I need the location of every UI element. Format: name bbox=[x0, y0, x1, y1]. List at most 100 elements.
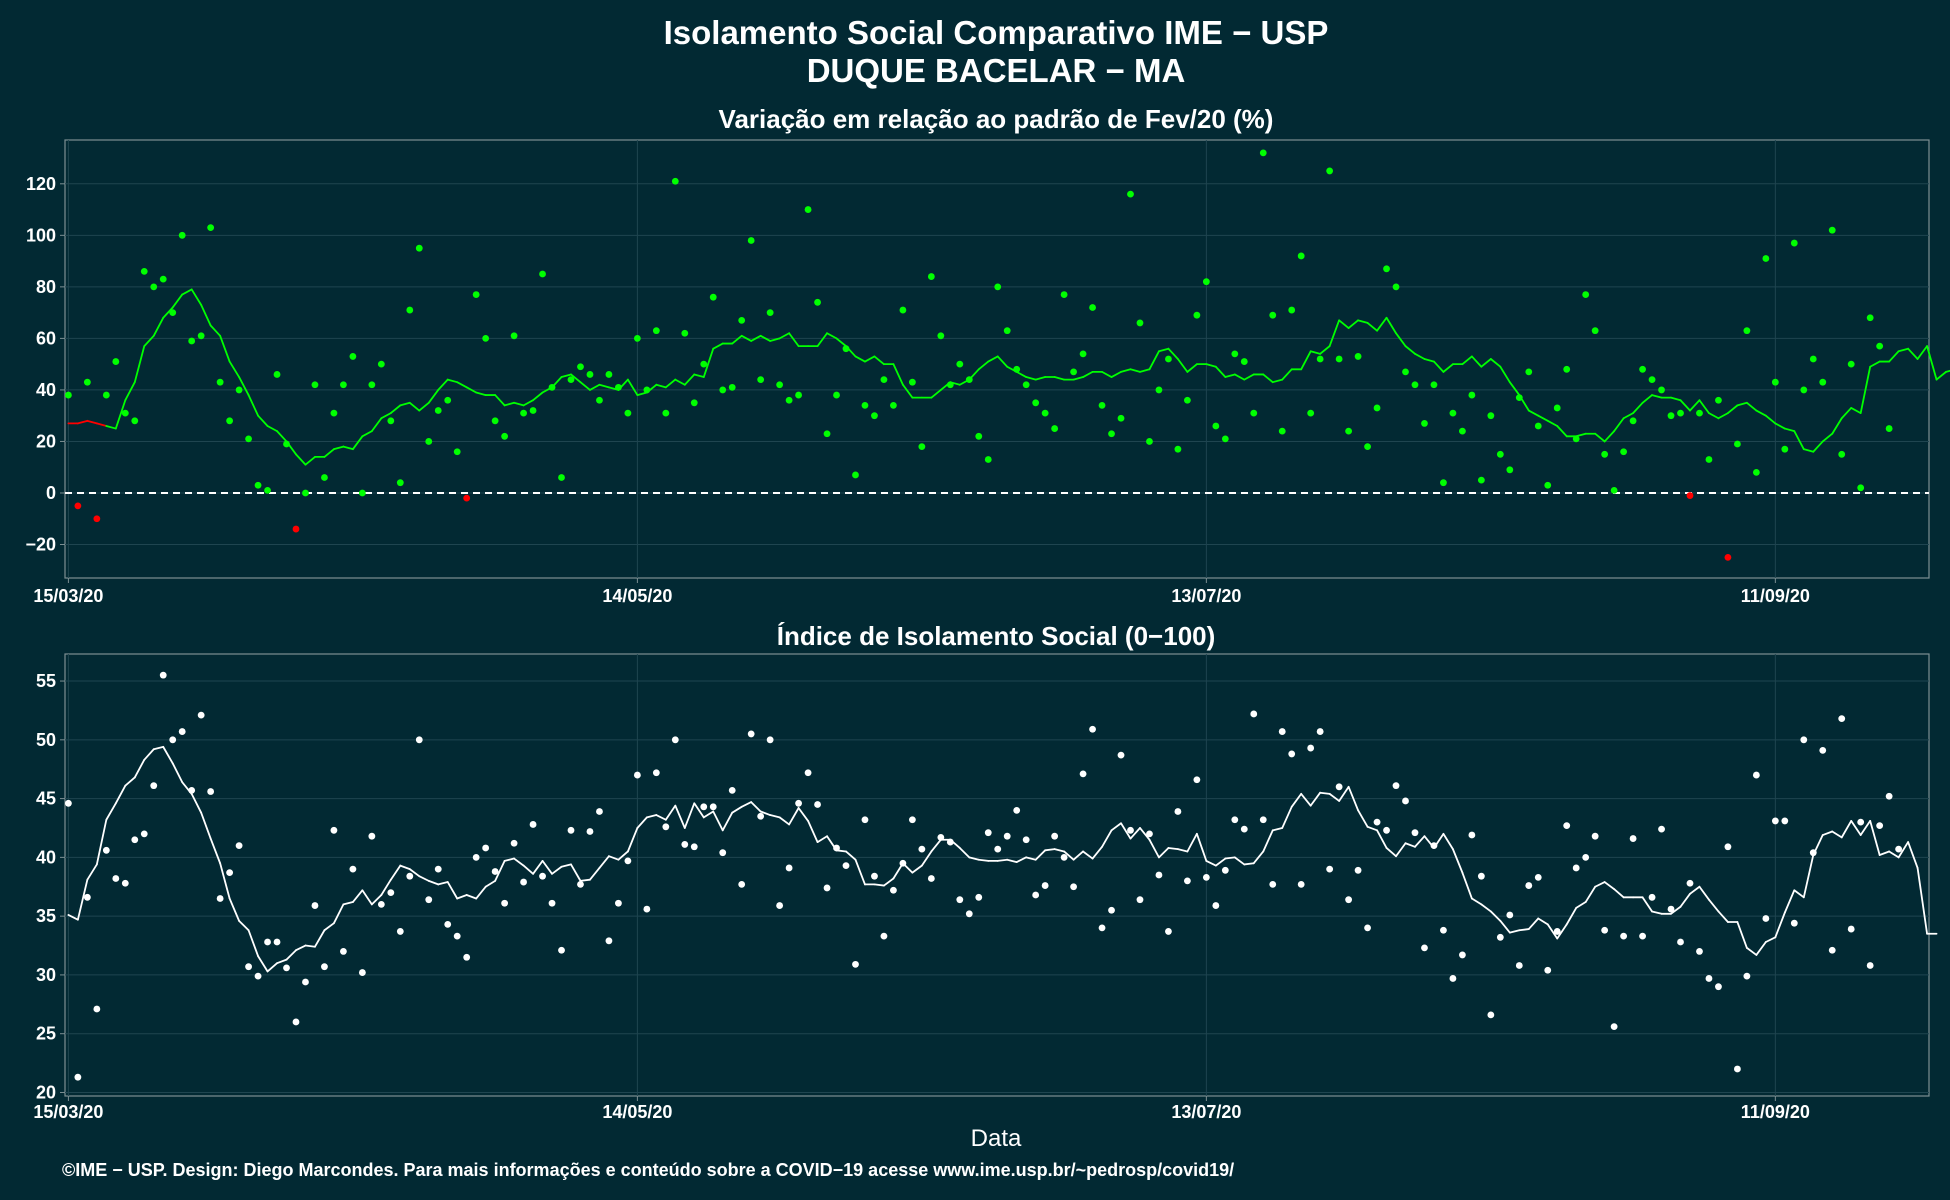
data-point bbox=[1496, 933, 1504, 941]
data-point bbox=[235, 842, 243, 850]
moving-average-segment bbox=[579, 878, 591, 882]
data-point bbox=[567, 826, 575, 834]
data-point bbox=[121, 879, 129, 887]
data-point bbox=[510, 839, 518, 847]
moving-average-segment bbox=[1319, 345, 1331, 355]
data-point bbox=[102, 391, 110, 399]
data-point bbox=[1572, 864, 1580, 872]
data-point bbox=[795, 799, 802, 807]
data-point bbox=[1288, 750, 1296, 758]
data-point bbox=[1098, 924, 1106, 932]
data-point bbox=[1582, 291, 1590, 298]
moving-average-segment bbox=[1489, 910, 1502, 922]
data-point bbox=[1610, 1023, 1618, 1031]
data-point bbox=[93, 1005, 101, 1013]
moving-average-segment bbox=[105, 425, 117, 430]
moving-average-segment bbox=[1186, 363, 1198, 373]
moving-average-segment bbox=[1698, 885, 1710, 901]
data-point bbox=[842, 345, 850, 353]
moving-average-segment bbox=[1423, 358, 1435, 363]
data-point bbox=[1715, 396, 1722, 404]
moving-average-segment bbox=[219, 862, 231, 900]
moving-average-segment bbox=[152, 316, 165, 337]
data-point bbox=[956, 896, 964, 904]
data-point bbox=[984, 829, 992, 837]
data-point bbox=[387, 417, 395, 425]
moving-average-segment bbox=[209, 837, 222, 865]
moving-average-segment bbox=[1015, 856, 1028, 863]
data-point bbox=[1828, 946, 1836, 954]
data-point bbox=[1070, 368, 1077, 376]
moving-average-segment bbox=[1281, 805, 1293, 829]
moving-average-segment bbox=[1869, 820, 1881, 856]
data-point bbox=[140, 268, 148, 275]
moving-average-segment bbox=[503, 857, 516, 862]
data-point bbox=[396, 479, 404, 487]
data-point bbox=[1601, 450, 1609, 458]
moving-average-segment bbox=[1793, 889, 1805, 899]
data-point bbox=[700, 803, 708, 811]
moving-average-segment bbox=[1233, 856, 1246, 866]
data-point bbox=[1098, 401, 1106, 409]
moving-average-segment bbox=[1888, 850, 1900, 859]
data-point bbox=[1468, 831, 1476, 839]
panel2-title: Índice de Isolamento Social (0−100) bbox=[777, 621, 1216, 651]
data-point bbox=[852, 471, 859, 479]
moving-average-segment bbox=[1414, 835, 1426, 848]
data-point bbox=[169, 309, 177, 317]
moving-average-segment bbox=[1717, 910, 1729, 923]
data-point bbox=[330, 826, 338, 834]
data-point bbox=[804, 769, 812, 777]
moving-average-segment bbox=[1793, 430, 1805, 451]
data-point bbox=[1857, 484, 1865, 492]
moving-average-segment bbox=[1470, 355, 1483, 368]
moving-average-segment bbox=[1139, 368, 1151, 373]
data-point bbox=[1345, 896, 1353, 904]
moving-average-segment bbox=[693, 373, 705, 378]
data-point bbox=[1582, 853, 1590, 861]
data-point bbox=[254, 481, 262, 489]
moving-average-segment bbox=[1224, 856, 1236, 860]
data-point bbox=[596, 396, 603, 404]
moving-average-segment bbox=[1783, 889, 1796, 914]
data-point bbox=[1724, 553, 1732, 561]
moving-average-segment bbox=[1091, 845, 1103, 860]
moving-average-segment bbox=[114, 784, 127, 805]
moving-average-segment bbox=[1006, 858, 1018, 863]
data-point bbox=[1383, 826, 1390, 834]
data-point bbox=[615, 383, 622, 391]
moving-average-segment bbox=[1821, 830, 1834, 836]
data-point bbox=[1771, 817, 1779, 825]
moving-average-segment bbox=[1300, 350, 1312, 371]
moving-average-segment bbox=[522, 399, 534, 407]
data-point bbox=[984, 456, 992, 463]
data-point bbox=[1345, 427, 1353, 435]
moving-average-segment bbox=[1878, 850, 1891, 856]
moving-average-segment bbox=[977, 858, 990, 862]
moving-average-segment bbox=[816, 835, 828, 843]
data-point bbox=[65, 391, 72, 399]
data-point bbox=[700, 360, 708, 368]
data-point bbox=[766, 736, 774, 744]
moving-average-segment bbox=[1546, 419, 1559, 427]
moving-average-segment bbox=[1205, 859, 1217, 867]
data-point bbox=[757, 376, 765, 384]
panel1-y-ticks: −20 0 20 40 60 80 100 120 bbox=[25, 174, 65, 555]
data-point bbox=[1847, 360, 1855, 368]
data-point bbox=[1155, 386, 1163, 394]
data-point bbox=[804, 206, 812, 213]
data-point bbox=[1297, 881, 1305, 888]
moving-average-segment bbox=[1328, 319, 1341, 348]
moving-average-segment bbox=[1385, 316, 1397, 335]
moving-average-segment bbox=[826, 332, 838, 340]
data-point bbox=[302, 489, 309, 497]
data-point bbox=[1800, 386, 1808, 394]
moving-average-segment bbox=[864, 355, 876, 363]
data-point bbox=[633, 771, 641, 779]
data-point bbox=[1136, 319, 1144, 327]
moving-average-segment bbox=[1357, 809, 1369, 828]
moving-average-segment bbox=[683, 373, 696, 386]
data-point bbox=[1231, 350, 1239, 358]
y-tick-label: 20 bbox=[36, 431, 56, 451]
data-point bbox=[349, 865, 357, 873]
